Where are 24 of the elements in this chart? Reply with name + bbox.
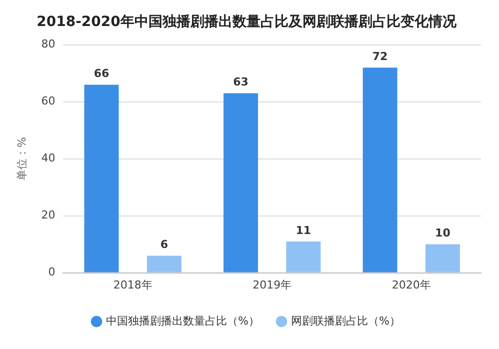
bar	[146, 256, 182, 272]
y-tick-label: 80	[41, 38, 56, 51]
data-label: 10	[435, 226, 451, 240]
y-tick-label: 20	[41, 208, 56, 222]
bar	[286, 241, 321, 272]
x-tick-label: 2020年	[392, 278, 431, 292]
bar	[362, 68, 398, 272]
data-label: 11	[296, 224, 312, 237]
data-label: 63	[233, 76, 248, 89]
chart-title: 2018-2020年中国独播剧播出数量占比及网剧联播剧占比变化情况	[36, 13, 458, 30]
data-label: 72	[372, 50, 388, 63]
x-tick-label: 2018年	[113, 278, 152, 292]
y-axis-title: 单位：%	[15, 137, 28, 181]
bar	[224, 93, 258, 272]
legend-label: 网剧联播剧占比（%）	[291, 314, 400, 328]
y-tick-label: 0	[48, 266, 56, 279]
y-tick-label: 40	[41, 152, 56, 165]
bar	[425, 244, 460, 272]
legend-label: 中国独播剧播出数量占比（%）	[106, 314, 260, 328]
data-label: 66	[94, 67, 110, 80]
x-tick-label: 2019年	[252, 278, 292, 292]
data-label: 6	[160, 238, 168, 252]
bar	[84, 84, 119, 272]
y-tick-label: 60	[41, 94, 56, 108]
